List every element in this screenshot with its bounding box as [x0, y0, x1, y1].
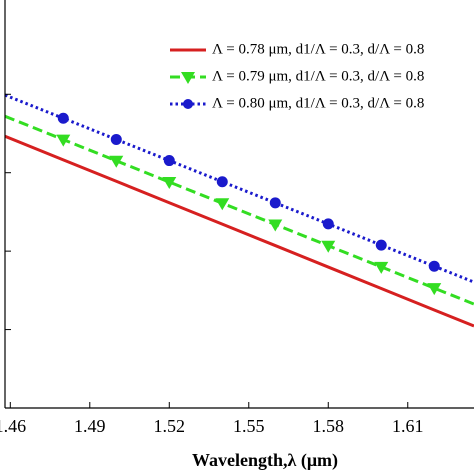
marker [162, 177, 177, 190]
marker [215, 198, 230, 211]
x-axis-label: Wavelength,λ (μm) [192, 450, 338, 471]
marker [56, 134, 71, 147]
marker [110, 133, 122, 145]
marker [216, 176, 228, 188]
x-tick-label: 1.61 [392, 416, 424, 436]
plot [5, 93, 474, 328]
x-tick-label: 1.49 [74, 416, 106, 436]
x-tick-label: 1.46 [0, 416, 26, 436]
marker [427, 283, 442, 296]
x-tick-label: 1.55 [233, 416, 265, 436]
series-line [5, 93, 474, 284]
marker [109, 155, 124, 168]
marker [375, 239, 387, 251]
marker [428, 260, 440, 272]
x-tick-label: 1.52 [154, 416, 186, 436]
legend-label: Λ = 0.80 μm, d1/Λ = 0.3, d/Λ = 0.8 [212, 95, 424, 111]
marker [374, 261, 389, 274]
series-line [5, 114, 474, 306]
legend-label: Λ = 0.78 μm, d1/Λ = 0.3, d/Λ = 0.8 [212, 41, 424, 57]
x-tick-label: 1.58 [313, 416, 345, 436]
marker [322, 218, 334, 230]
legend-marker [183, 99, 193, 109]
marker [269, 197, 281, 209]
marker [268, 219, 283, 232]
marker [321, 240, 336, 253]
legend-marker [181, 72, 195, 84]
legend-label: Λ = 0.79 μm, d1/Λ = 0.3, d/Λ = 0.8 [212, 68, 424, 84]
marker [163, 155, 175, 167]
marker [57, 112, 69, 124]
series-line [5, 134, 474, 328]
